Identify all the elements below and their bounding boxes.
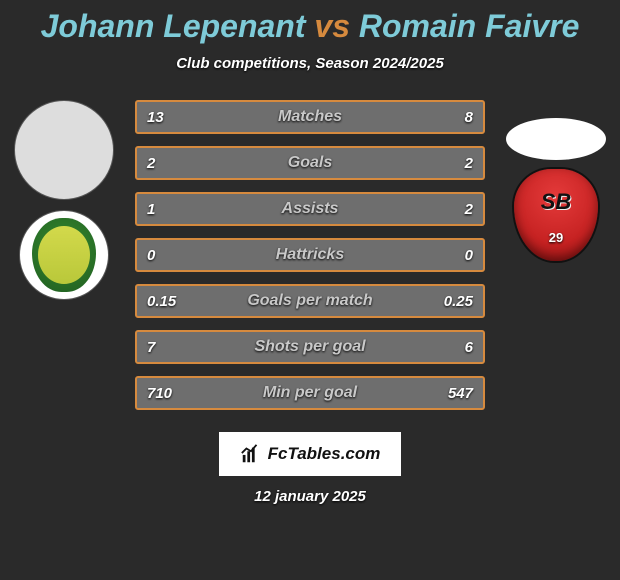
stat-bar: 2 Goals 2 — [135, 146, 485, 180]
stat-value-left: 0.15 — [147, 293, 176, 310]
title-player1: Johann Lepenant — [41, 8, 306, 44]
player1-club-badge — [19, 210, 109, 300]
stat-value-right: 0.25 — [444, 293, 473, 310]
stat-value-left: 7 — [147, 339, 155, 356]
stat-value-right: 6 — [465, 339, 473, 356]
title-player2: Romain Faivre — [359, 8, 580, 44]
left-side — [9, 100, 119, 300]
brand-text: FcTables.com — [268, 444, 381, 464]
player2-avatar-placeholder — [506, 118, 606, 160]
stat-value-right: 2 — [465, 201, 473, 218]
stat-label: Matches — [278, 108, 342, 126]
stat-value-right: 8 — [465, 109, 473, 126]
stat-bar: 7 Shots per goal 6 — [135, 330, 485, 364]
stat-bar: 710 Min per goal 547 — [135, 376, 485, 410]
footer: FcTables.com 12 january 2025 — [219, 432, 401, 505]
stat-value-left: 2 — [147, 155, 155, 172]
stat-bar: 13 Matches 8 — [135, 100, 485, 134]
shield-year: 29 — [549, 230, 563, 245]
main-row: 13 Matches 8 2 Goals 2 1 Assists 2 0 Hattricks 0 0.1… — [0, 100, 620, 410]
stat-value-right: 0 — [465, 247, 473, 264]
stat-bar: 0.15 Goals per match 0.25 — [135, 284, 485, 318]
stat-label: Goals per match — [247, 292, 372, 310]
player1-avatar — [14, 100, 114, 200]
stat-value-right: 2 — [465, 155, 473, 172]
nantes-badge-icon — [32, 218, 96, 292]
brand-chart-icon — [240, 443, 262, 465]
player2-club-badge: 29 — [511, 170, 601, 260]
stat-label: Goals — [288, 154, 332, 172]
stat-value-left: 1 — [147, 201, 155, 218]
comparison-card: Johann Lepenant vs Romain Faivre Club co… — [0, 0, 620, 580]
date: 12 january 2025 — [254, 488, 366, 505]
stat-value-right: 547 — [448, 385, 473, 402]
stat-value-left: 710 — [147, 385, 172, 402]
stat-value-left: 13 — [147, 109, 164, 126]
right-side: 29 — [501, 100, 611, 260]
stat-label: Hattricks — [276, 246, 344, 264]
title: Johann Lepenant vs Romain Faivre — [41, 8, 580, 45]
stat-label: Assists — [282, 200, 339, 218]
title-vs: vs — [314, 8, 350, 44]
stat-bar: 1 Assists 2 — [135, 192, 485, 226]
stat-value-left: 0 — [147, 247, 155, 264]
stat-label: Min per goal — [263, 384, 357, 402]
stat-label: Shots per goal — [254, 338, 365, 356]
stat-bar: 0 Hattricks 0 — [135, 238, 485, 272]
brest-shield-icon: 29 — [514, 169, 598, 261]
brand-box: FcTables.com — [219, 432, 401, 476]
subtitle: Club competitions, Season 2024/2025 — [176, 55, 444, 72]
stat-bars: 13 Matches 8 2 Goals 2 1 Assists 2 0 Hattricks 0 0.1… — [135, 100, 485, 410]
